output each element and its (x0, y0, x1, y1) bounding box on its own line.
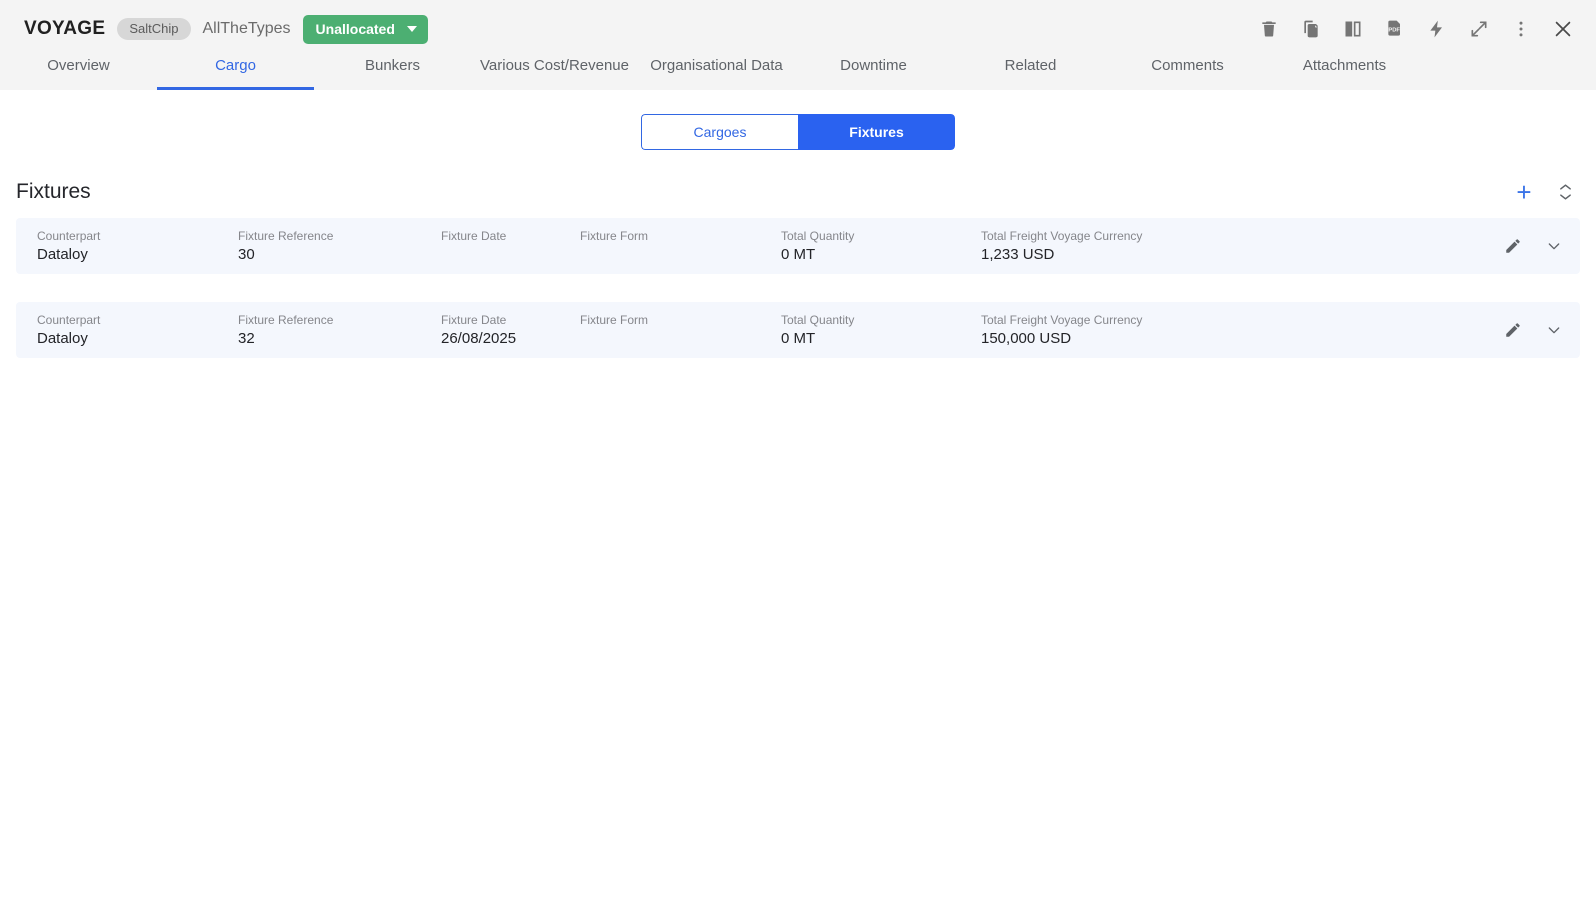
value-total-freight: 150,000 USD (981, 330, 1072, 347)
tab-related[interactable]: Related (952, 56, 1109, 90)
compare-icon[interactable] (1340, 16, 1366, 42)
svg-text:PDF: PDF (1388, 28, 1400, 34)
page-title: VOYAGE (24, 18, 106, 39)
expand-icon[interactable] (1466, 16, 1492, 42)
cell-counterpart: Counterpart Dataloy (37, 229, 100, 265)
column-header-total-freight: Total Freight Voyage Currency (981, 313, 1143, 327)
table-row[interactable]: Counterpart Dataloy Fixture Reference 30… (16, 218, 1580, 274)
cell-total-quantity: Total Quantity 0 MT (781, 313, 854, 349)
cell-fixture-reference: Fixture Reference 32 (238, 313, 333, 349)
value-counterpart: Dataloy (37, 330, 88, 347)
tab-attachments[interactable]: Attachments (1266, 56, 1423, 90)
fixtures-list: Counterpart Dataloy Fixture Reference 30… (0, 218, 1596, 358)
tab-label: Attachments (1302, 57, 1387, 74)
tab-label: Overview (47, 57, 110, 74)
value-total-freight: 1,233 USD (981, 246, 1055, 263)
plus-icon: + (1516, 177, 1532, 207)
section-actions: + (1512, 179, 1576, 205)
chevron-down-icon[interactable] (1542, 234, 1566, 258)
tab-label: Comments (1151, 57, 1224, 74)
bolt-icon[interactable] (1424, 16, 1450, 42)
cell-total-quantity: Total Quantity 0 MT (781, 229, 854, 265)
chevron-down-icon[interactable] (1542, 318, 1566, 342)
close-icon[interactable] (1550, 16, 1576, 42)
more-vertical-icon[interactable] (1508, 16, 1534, 42)
delete-icon[interactable] (1256, 16, 1282, 42)
tab-label: Various Cost/Revenue (480, 57, 629, 74)
tab-organisational-data[interactable]: Organisational Data (638, 56, 795, 90)
column-header-total-quantity: Total Quantity (781, 229, 855, 243)
cell-counterpart: Counterpart Dataloy (37, 313, 100, 349)
tab-comments[interactable]: Comments (1109, 56, 1266, 90)
tab-label: Organisational Data (650, 57, 783, 74)
edit-pencil-icon[interactable] (1501, 234, 1525, 258)
expand-collapse-all-button[interactable] (1554, 179, 1576, 205)
cell-fixture-date: Fixture Date (441, 229, 506, 245)
cell-total-freight: Total Freight Voyage Currency 1,233 USD (981, 229, 1142, 265)
value-fixture-reference: 32 (238, 330, 255, 347)
column-header-fixture-form: Fixture Form (580, 229, 649, 243)
chevron-down-icon (406, 25, 417, 32)
row-actions (1501, 302, 1566, 358)
value-fixture-reference: 30 (238, 246, 255, 263)
tab-downtime[interactable]: Downtime (795, 56, 952, 90)
segment-fixtures[interactable]: Fixtures (798, 114, 955, 150)
column-header-total-freight: Total Freight Voyage Currency (981, 229, 1143, 243)
tab-bunkers[interactable]: Bunkers (314, 56, 471, 90)
duplicate-icon[interactable] (1298, 16, 1324, 42)
segmented-control: Cargoes Fixtures (641, 114, 955, 150)
cell-total-freight: Total Freight Voyage Currency 150,000 US… (981, 313, 1142, 349)
column-header-fixture-reference: Fixture Reference (238, 313, 334, 327)
chevron-up-icon (1559, 184, 1571, 190)
cargo-fixtures-switch: Cargoes Fixtures (0, 114, 1596, 150)
tab-label: Related (1004, 57, 1057, 74)
tab-label: Bunkers (364, 57, 421, 74)
status-badge-dropdown[interactable]: Unallocated (302, 14, 428, 44)
column-header-fixture-form: Fixture Form (580, 313, 649, 327)
tab-various-cost-revenue[interactable]: Various Cost/Revenue (471, 56, 638, 90)
column-header-fixture-date: Fixture Date (441, 313, 507, 327)
chevron-down-icon (1559, 194, 1571, 200)
table-row[interactable]: Counterpart Dataloy Fixture Reference 32… (16, 302, 1580, 358)
app-header: VOYAGE SaltChip AllTheTypes Unallocated (0, 0, 1596, 90)
cell-fixture-form: Fixture Form (580, 229, 648, 245)
voyage-title-row: VOYAGE SaltChip AllTheTypes Unallocated (24, 0, 428, 58)
add-fixture-button[interactable]: + (1512, 179, 1536, 205)
fixtures-section-header: Fixtures + (16, 172, 1576, 212)
column-header-total-quantity: Total Quantity (781, 313, 855, 327)
column-header-fixture-reference: Fixture Reference (238, 229, 334, 243)
row-actions (1501, 218, 1566, 274)
tab-bar: Overview Cargo Bunkers Various Cost/Reve… (0, 56, 1596, 90)
column-header-counterpart: Counterpart (37, 313, 101, 327)
edit-pencil-icon[interactable] (1501, 318, 1525, 342)
value-total-quantity: 0 MT (781, 246, 816, 263)
cell-fixture-reference: Fixture Reference 30 (238, 229, 333, 265)
status-badge-label: Unallocated (315, 20, 395, 37)
header-actions: PDF (1256, 0, 1576, 58)
column-header-fixture-date: Fixture Date (441, 229, 507, 243)
tab-label: Downtime (840, 57, 907, 74)
section-title: Fixtures (16, 180, 91, 203)
cell-fixture-form: Fixture Form (580, 313, 648, 329)
value-counterpart: Dataloy (37, 246, 88, 263)
cell-fixture-date: Fixture Date 26/08/2025 (441, 313, 516, 349)
tab-overview[interactable]: Overview (0, 56, 157, 90)
column-header-counterpart: Counterpart (37, 229, 101, 243)
tab-cargo[interactable]: Cargo (157, 56, 314, 90)
tab-label: Cargo (215, 57, 256, 74)
value-fixture-date: 26/08/2025 (441, 330, 517, 347)
segment-label: Fixtures (849, 124, 904, 140)
salt-chip-badge: SaltChip (117, 18, 191, 40)
pdf-icon[interactable]: PDF (1382, 16, 1408, 42)
value-total-quantity: 0 MT (781, 330, 816, 347)
segment-cargoes[interactable]: Cargoes (641, 114, 798, 150)
entity-name: AllTheTypes (202, 20, 291, 37)
segment-label: Cargoes (693, 124, 747, 140)
